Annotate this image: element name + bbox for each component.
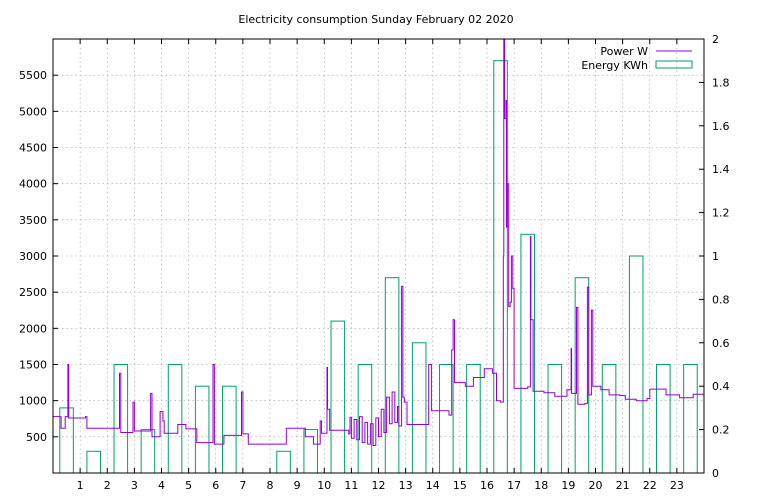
power-series [53,38,704,446]
y-left-tick-label: 5500 [19,69,47,82]
legend: Power W Energy KWh [581,45,693,72]
energy-bar-hour-16 [493,60,508,474]
x-tick-label: 1 [77,479,84,492]
x-tick-label: 9 [294,479,301,492]
y-right-tick-label: 1.4 [712,163,730,176]
energy-bar-hour-14 [439,364,454,474]
x-tick-label: 18 [534,479,548,492]
plot-frame [52,38,705,474]
y-right-tick-label: 1.2 [712,207,730,220]
energy-bar-hour-5 [194,385,210,474]
y-right-tick-label: 1 [712,250,719,263]
energy-bar-hour-3 [140,429,156,474]
y-left-tick-label: 2000 [19,322,47,335]
energy-bar-hour-21 [628,255,644,474]
energy-bar-hour-1 [86,450,101,474]
y-right-tick-label: 0.4 [712,380,730,393]
y-left-tick-label: 3500 [19,214,47,227]
y-left-tick-label: 4500 [19,142,47,155]
y-right-tick-label: 0 [712,467,719,480]
energy-bar-hour-22 [656,364,671,474]
legend-energy-label: Energy KWh [581,59,648,72]
axes: 1 2 3 4 5 6 7 8 9 10 11 12 13 14 15 16 17 18 19 20 21 22 23500… [19,33,730,492]
y-left-tick-label: 4000 [19,178,47,191]
y-left-tick-label: 1500 [19,359,47,372]
x-tick-label: 5 [185,479,192,492]
energy-bar-hour-11 [357,364,373,474]
energy-bar-hour-10 [330,320,346,474]
y-left-tick-label: 1000 [19,395,47,408]
energy-bar-hour-6 [222,385,237,474]
x-tick-label: 4 [158,479,165,492]
x-tick-label: 6 [212,479,219,492]
x-tick-label: 2 [104,479,111,492]
y-right-tick-label: 0.6 [712,337,730,350]
x-tick-label: 15 [453,479,467,492]
x-tick-label: 19 [561,479,575,492]
energy-bar-hour-17 [520,233,535,474]
energy-bar-hour-18 [547,364,563,474]
chart-title: Electricity consumption Sunday February … [238,13,513,26]
y-right-tick-label: 1.6 [712,120,730,133]
y-left-tick-label: 500 [26,431,47,444]
x-tick-label: 16 [480,479,494,492]
x-tick-label: 12 [372,479,386,492]
energy-bar-hour-9 [303,429,318,474]
x-tick-label: 22 [643,479,657,492]
x-tick-label: 20 [589,479,603,492]
energy-bar-hour-13 [411,342,427,474]
energy-bar-hour-20 [601,364,617,474]
y-right-tick-label: 0.8 [712,293,730,306]
legend-power-label: Power W [600,45,648,58]
energy-bars [59,60,698,474]
y-left-tick-label: 2500 [19,286,47,299]
energy-bar-hour-4 [167,364,183,474]
x-tick-label: 3 [131,479,138,492]
grid-lines [53,39,704,473]
x-tick-label: 21 [616,479,630,492]
x-tick-label: 8 [267,479,274,492]
y-left-tick-label: 5000 [19,105,47,118]
y-right-tick-label: 0.2 [712,424,730,437]
x-tick-label: 7 [239,479,246,492]
power-line [53,38,704,446]
x-tick-label: 14 [426,479,440,492]
x-tick-label: 17 [507,479,521,492]
legend-energy-swatch [655,60,693,69]
energy-bar-hour-23 [683,364,698,474]
energy-bar-hour-12 [384,277,400,474]
energy-bar-hour-8 [276,450,291,474]
x-tick-label: 10 [317,479,331,492]
y-left-tick-label: 3000 [19,250,47,263]
y-right-tick-label: 1.8 [712,76,730,89]
x-tick-label: 23 [670,479,684,492]
y-right-tick-label: 2 [712,33,719,46]
x-tick-label: 11 [344,479,358,492]
x-tick-label: 13 [399,479,413,492]
